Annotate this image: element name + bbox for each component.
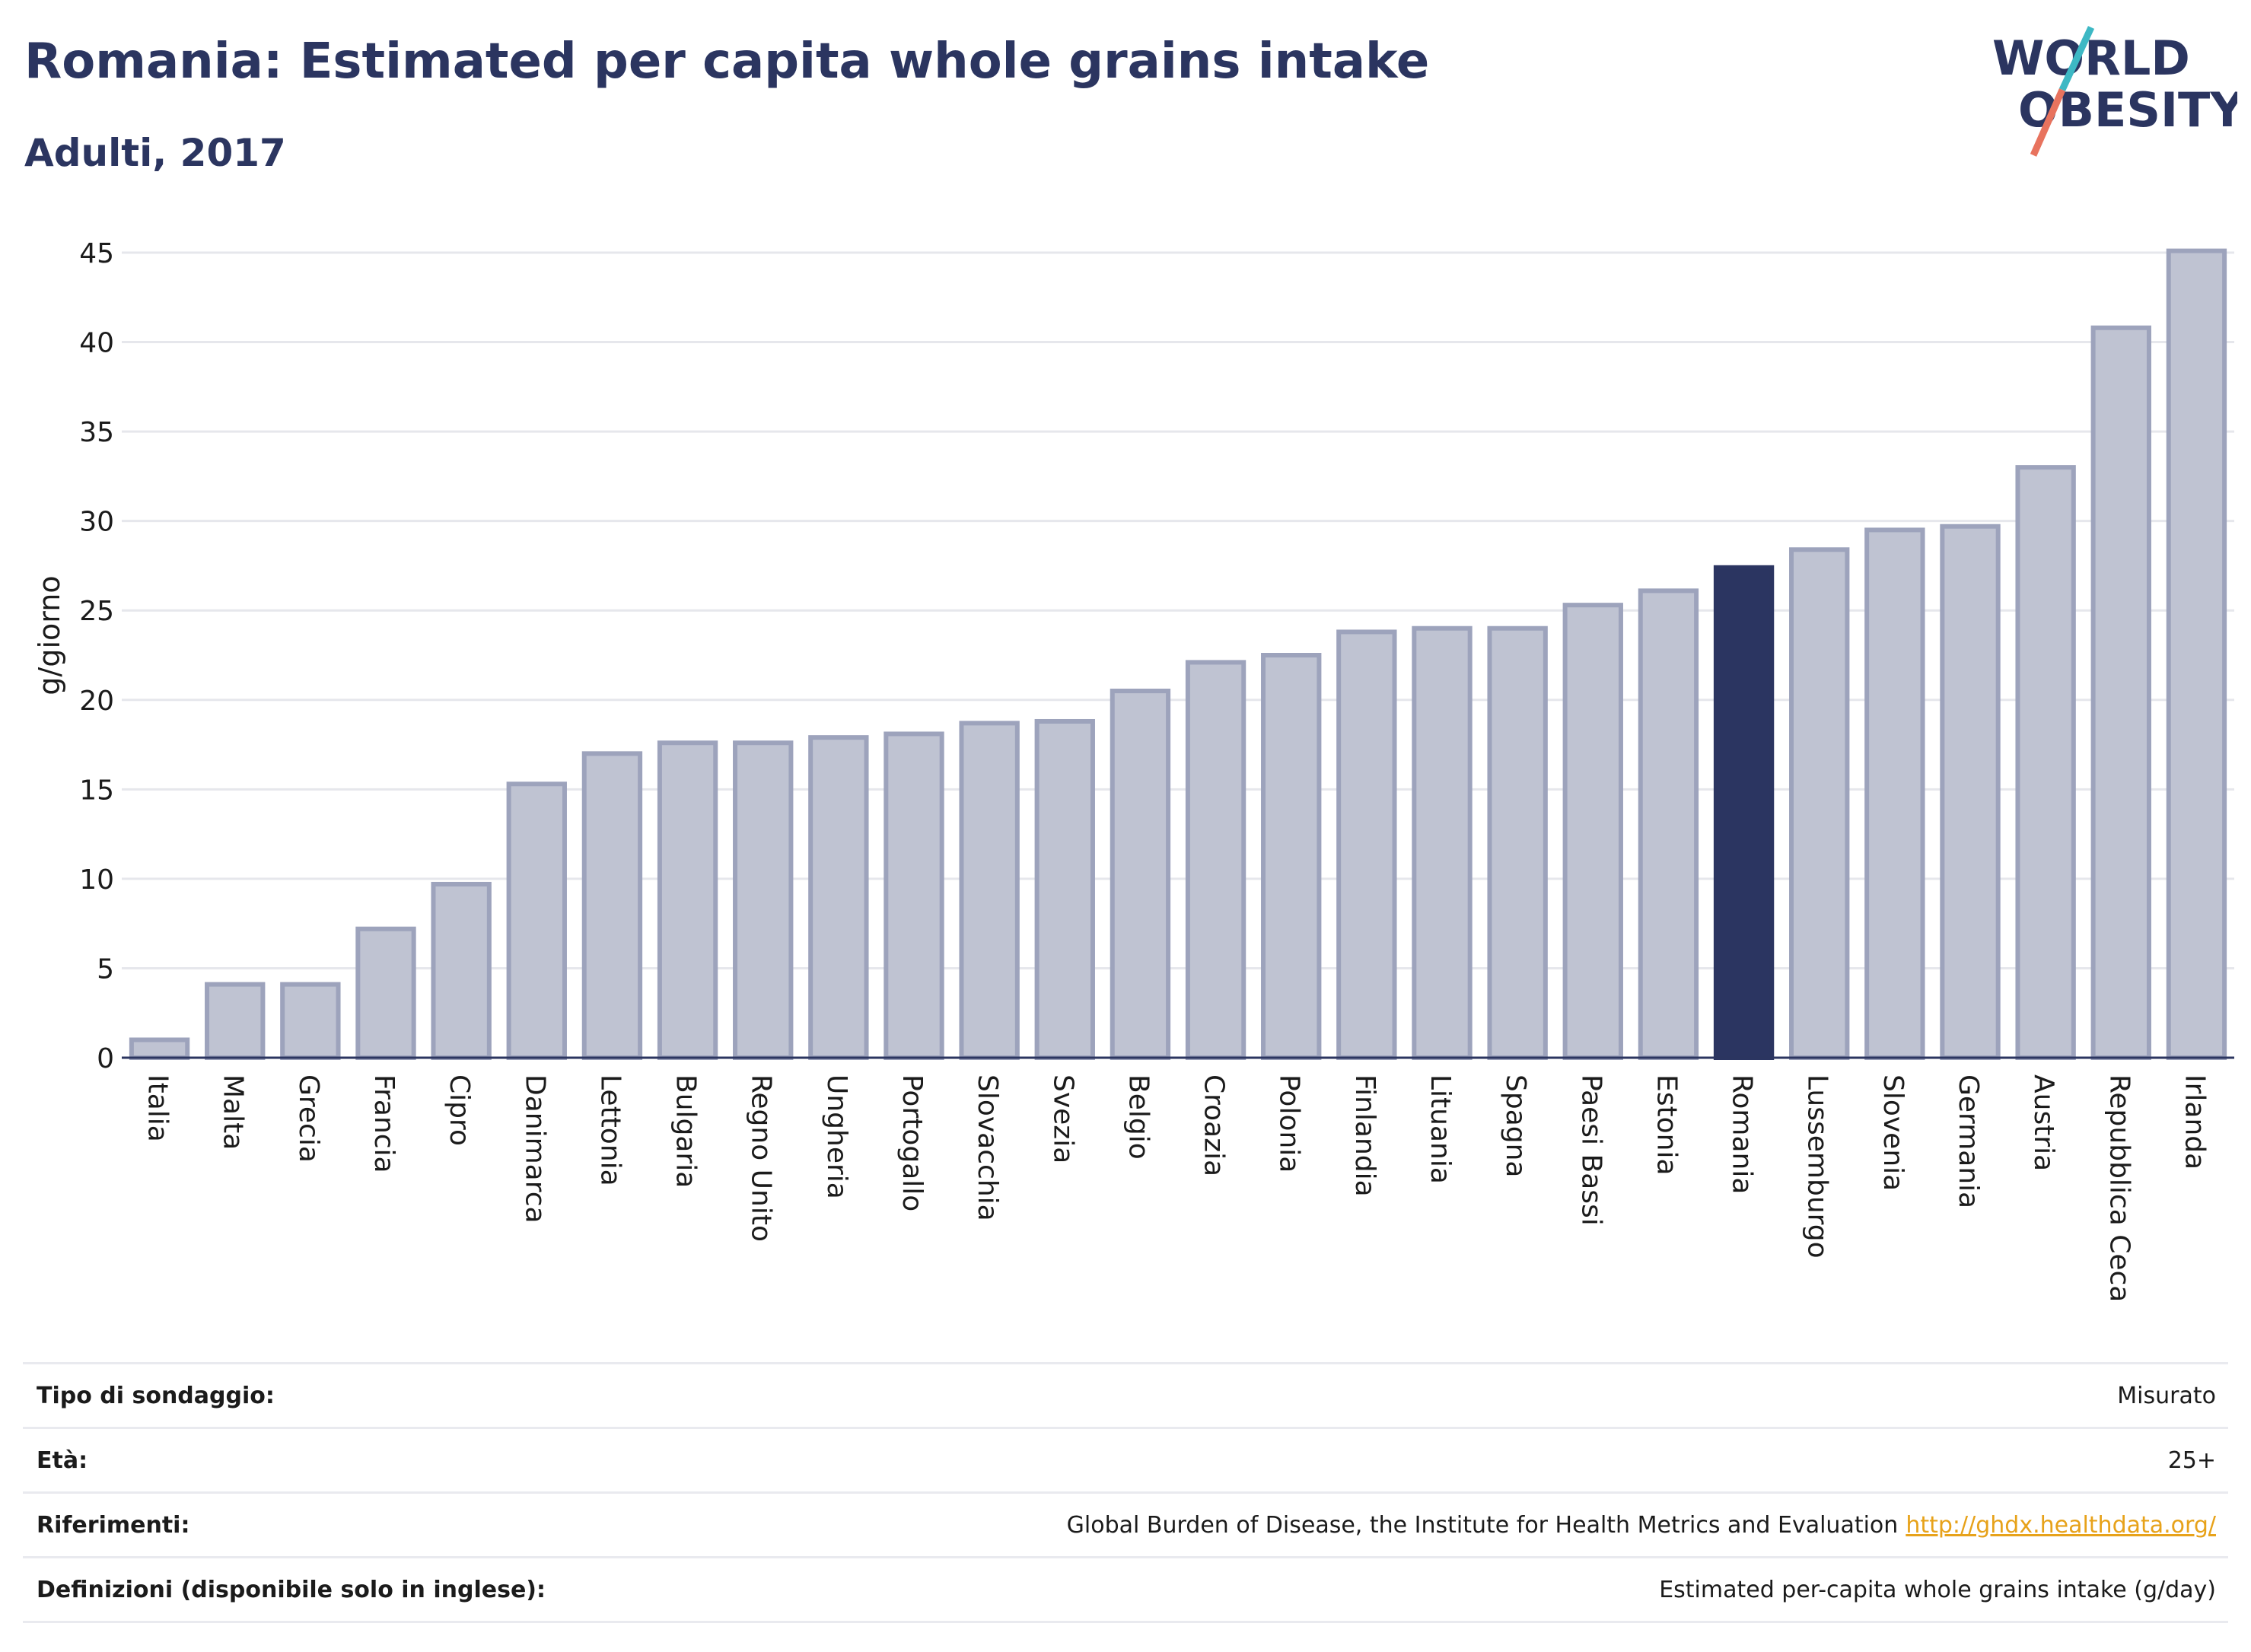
metadata-row: Riferimenti: Global Burden of Disease, th…: [23, 1491, 2228, 1556]
reference-link[interactable]: http://ghdx.healthdata.org/: [1906, 1511, 2216, 1539]
x-tick-label: Lituania: [1425, 1074, 1456, 1184]
y-tick-label: 25: [79, 596, 114, 627]
metadata-label: Tipo di sondaggio:: [37, 1382, 275, 1409]
x-tick-label: Francia: [368, 1074, 400, 1173]
bar-bulgaria: [657, 740, 718, 1061]
bar-chart: 0 5 10 15 20 25 30 35 40 45 Italia Malta Grecia Fran…: [33, 238, 2234, 1302]
bar-belgio: [1110, 689, 1171, 1060]
metadata-value: 25+: [2168, 1447, 2228, 1474]
bar-lituania: [1412, 625, 1473, 1060]
x-tick-label: Portogallo: [896, 1074, 928, 1211]
y-tick-label: 45: [79, 238, 114, 269]
bars: [129, 248, 2227, 1061]
x-tick-label: Spagna: [1500, 1074, 1531, 1178]
x-tick-label: Germania: [1953, 1074, 1984, 1208]
x-tick-label: Finlandia: [1349, 1074, 1380, 1197]
x-tick-label: Croazia: [1199, 1074, 1230, 1176]
x-tick-label: Malta: [218, 1074, 249, 1150]
x-tick-label: Paesi Bassi: [1575, 1074, 1606, 1226]
y-tick-label: 15: [79, 775, 114, 806]
x-tick-label: Cipro: [444, 1074, 475, 1146]
y-tick-label: 10: [79, 864, 114, 896]
y-axis-ticks: 0 5 10 15 20 25 30 35 40 45: [79, 238, 114, 1074]
bar-svezia: [1034, 718, 1095, 1060]
x-tick-label: Slovacchia: [972, 1074, 1003, 1221]
bar-romania: [1713, 565, 1775, 1060]
metadata-table: Tipo di sondaggio: Misurato Età: 25+ Riferim…: [23, 1362, 2228, 1623]
x-tick-label: Lussemburgo: [1802, 1074, 1833, 1259]
bar-lussemburgo: [1789, 547, 1850, 1060]
logo-coral-stroke: [2030, 88, 2066, 157]
bar-polonia: [1261, 653, 1322, 1060]
bar-regno-unito: [733, 740, 794, 1061]
y-tick-label: 40: [79, 328, 114, 359]
metadata-label: Definizioni (disponibile solo in inglese…: [37, 1576, 546, 1603]
x-tick-label: Polonia: [1274, 1074, 1305, 1173]
metadata-value-text: Global Burden of Disease, the Institute …: [1066, 1511, 1899, 1539]
x-tick-label: Estonia: [1651, 1074, 1682, 1176]
y-tick-label: 5: [97, 953, 114, 985]
metadata-row: Tipo di sondaggio: Misurato: [23, 1362, 2228, 1427]
bar-germania: [1940, 524, 2001, 1060]
metadata-value: Estimated per-capita whole grains intake…: [1659, 1577, 2228, 1603]
chart-subtitle: Adulti, 2017: [24, 131, 286, 175]
metadata-row: Definizioni (disponibile solo in inglese…: [23, 1556, 2228, 1623]
x-tick-label: Slovenia: [1877, 1074, 1909, 1191]
bar-austria: [2015, 465, 2076, 1060]
x-tick-label: Danimarca: [519, 1074, 550, 1224]
bar-irlanda: [2166, 248, 2227, 1060]
bar-malta: [205, 982, 266, 1061]
y-axis-label: g/giorno: [33, 575, 66, 695]
chart-title: Romania: Estimated per capita whole grai…: [24, 33, 1430, 90]
logo-line1: WORLD: [1992, 30, 2190, 86]
bar-lettonia: [581, 751, 643, 1060]
metadata-row: Età: 25+: [23, 1427, 2228, 1491]
bar-italia: [129, 1037, 190, 1061]
metadata-label: Età:: [37, 1447, 88, 1474]
metadata-value: Misurato: [2117, 1383, 2228, 1409]
bar-danimarca: [506, 781, 567, 1061]
x-tick-label: Austria: [2028, 1074, 2059, 1171]
bar-estonia: [1638, 588, 1699, 1060]
bar-finlandia: [1336, 629, 1397, 1060]
metadata-value-text: 25+: [2167, 1447, 2216, 1474]
x-tick-label: Repubblica Ceca: [2103, 1074, 2135, 1302]
world-obesity-logo: WORLD OBESITY: [1992, 26, 2237, 157]
x-tick-label: Belgio: [1122, 1074, 1154, 1160]
logo-teal-stroke: [2058, 26, 2095, 91]
metadata-value-text: Estimated per-capita whole grains intake…: [1659, 1576, 2216, 1603]
y-tick-label: 20: [79, 686, 114, 717]
x-tick-label: Ungheria: [821, 1074, 852, 1199]
bar-croazia: [1185, 660, 1246, 1060]
x-tick-label: Grecia: [293, 1074, 324, 1163]
bar-cipro: [431, 881, 492, 1061]
y-tick-label: 0: [97, 1043, 114, 1074]
x-tick-label: Italia: [142, 1074, 174, 1142]
bar-grecia: [280, 982, 341, 1061]
metadata-value: Global Burden of Disease, the Institute …: [1067, 1512, 2228, 1539]
bar-ungheria: [808, 735, 869, 1060]
bar-slovenia: [1864, 527, 1925, 1060]
x-axis-ticks: Italia Malta Grecia Francia Cipro Danimarca Le…: [142, 1074, 2211, 1302]
bar-slovacchia: [959, 721, 1020, 1060]
bar-spagna: [1487, 625, 1548, 1060]
x-tick-label: Svezia: [1047, 1074, 1078, 1163]
x-tick-label: Lettonia: [594, 1074, 626, 1186]
metadata-value-text: Misurato: [2117, 1382, 2216, 1409]
x-tick-label: Regno Unito: [746, 1074, 777, 1242]
y-tick-label: 35: [79, 417, 114, 448]
bar-paesi-bassi: [1562, 603, 1623, 1060]
y-tick-label: 30: [79, 507, 114, 538]
x-tick-label: Bulgaria: [670, 1074, 702, 1188]
x-tick-label: Irlanda: [2179, 1074, 2210, 1170]
bar-francia: [355, 926, 416, 1060]
x-tick-label: Romania: [1727, 1074, 1758, 1194]
bar-portogallo: [884, 731, 944, 1061]
bar-repubblica-ceca: [2090, 325, 2151, 1061]
metadata-label: Riferimenti:: [37, 1511, 190, 1539]
